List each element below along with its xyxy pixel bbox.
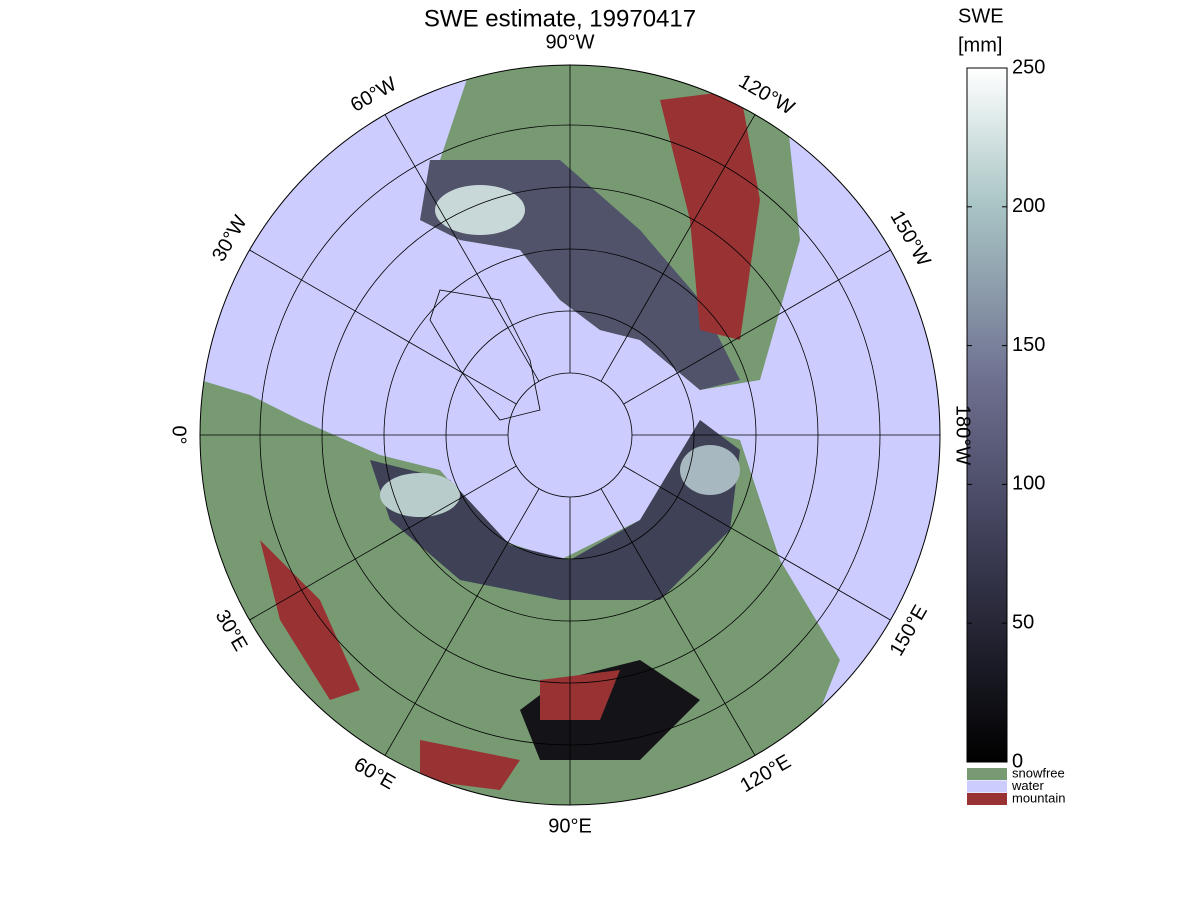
- longitude-label: 180°W: [952, 405, 974, 465]
- map-title: SWE estimate, 19970417: [424, 5, 696, 32]
- longitude-label: 0°: [168, 425, 190, 444]
- meridian: [384, 488, 540, 756]
- legend-label: water: [1011, 778, 1044, 793]
- colorbar-tick-label: 0: [1012, 750, 1023, 772]
- snow-peak: [680, 445, 740, 495]
- legend-swatch: [967, 793, 1007, 805]
- meridian: [600, 114, 756, 382]
- greenland: [429, 289, 541, 421]
- meridian: [623, 249, 891, 405]
- meridian: [249, 249, 517, 405]
- snow-peak: [435, 185, 525, 235]
- legend-swatch: [967, 768, 1007, 780]
- colorbar-label: SWE: [958, 5, 1004, 27]
- graticule: [200, 65, 940, 805]
- colorbar-tick-label: 150: [1012, 334, 1045, 356]
- colorbar-tick-label: 100: [1012, 473, 1045, 495]
- meridian: [623, 465, 891, 621]
- map-frame: [199, 64, 941, 806]
- colorbar-label: [mm]: [958, 34, 1002, 56]
- colorbar-tick-label: 50: [1012, 611, 1034, 633]
- meridian: [384, 114, 540, 382]
- snow-peak: [380, 473, 460, 517]
- legend-label: snowfree: [1012, 765, 1065, 780]
- meridian: [249, 465, 517, 621]
- eurasia-snow: [370, 420, 740, 600]
- longitude-label: 90°E: [548, 815, 592, 837]
- polar-map: [200, 65, 940, 805]
- legend-label: mountain: [1012, 790, 1065, 805]
- meridian: [600, 488, 756, 756]
- legend-swatch: [967, 780, 1007, 793]
- mountains: [260, 90, 760, 790]
- colorbar: [966, 67, 1008, 763]
- colorbar-tick-label: 250: [1012, 56, 1045, 78]
- longitude-label: 90°W: [545, 31, 594, 53]
- colorbar-tick-label: 200: [1012, 195, 1045, 217]
